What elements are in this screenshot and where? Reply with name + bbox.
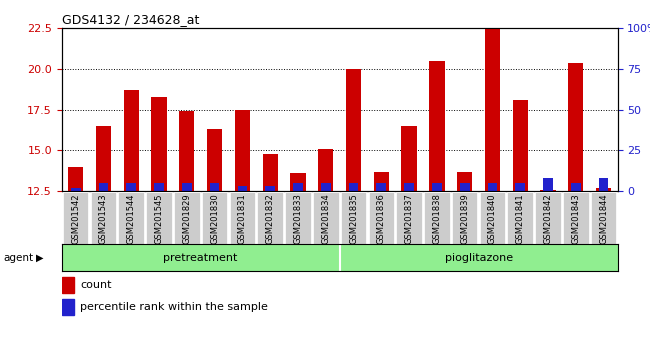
Text: GSM201841: GSM201841 bbox=[515, 193, 525, 244]
Text: GDS4132 / 234628_at: GDS4132 / 234628_at bbox=[62, 13, 199, 26]
Text: GSM201832: GSM201832 bbox=[266, 193, 275, 244]
Text: GSM201542: GSM201542 bbox=[71, 193, 80, 244]
FancyBboxPatch shape bbox=[341, 192, 367, 244]
Bar bbox=[265, 186, 275, 191]
Bar bbox=[376, 183, 386, 191]
Bar bbox=[237, 186, 247, 191]
Bar bbox=[513, 100, 528, 191]
Bar bbox=[182, 183, 192, 191]
Bar bbox=[126, 183, 136, 191]
Bar bbox=[432, 183, 442, 191]
Bar bbox=[293, 183, 303, 191]
FancyBboxPatch shape bbox=[508, 192, 533, 244]
Bar bbox=[207, 129, 222, 191]
Bar bbox=[348, 183, 358, 191]
FancyBboxPatch shape bbox=[285, 192, 311, 244]
Bar bbox=[210, 183, 220, 191]
FancyBboxPatch shape bbox=[535, 192, 561, 244]
Bar bbox=[263, 154, 278, 191]
Bar bbox=[124, 90, 139, 191]
Bar bbox=[568, 63, 584, 191]
Text: GSM201834: GSM201834 bbox=[321, 193, 330, 244]
Text: GSM201836: GSM201836 bbox=[377, 193, 386, 244]
Text: agent: agent bbox=[3, 252, 33, 263]
FancyBboxPatch shape bbox=[480, 192, 505, 244]
FancyBboxPatch shape bbox=[229, 192, 255, 244]
Text: GSM201831: GSM201831 bbox=[238, 193, 247, 244]
Bar bbox=[543, 178, 553, 191]
Text: GSM201843: GSM201843 bbox=[571, 193, 580, 244]
Bar bbox=[62, 298, 74, 315]
Text: GSM201840: GSM201840 bbox=[488, 193, 497, 244]
FancyBboxPatch shape bbox=[146, 192, 172, 244]
Text: count: count bbox=[80, 280, 112, 290]
Bar bbox=[96, 126, 111, 191]
FancyBboxPatch shape bbox=[313, 192, 339, 244]
Text: GSM201544: GSM201544 bbox=[127, 193, 136, 244]
FancyBboxPatch shape bbox=[174, 192, 200, 244]
Bar bbox=[68, 167, 83, 191]
FancyBboxPatch shape bbox=[369, 192, 394, 244]
Bar bbox=[599, 178, 608, 191]
Bar bbox=[321, 183, 331, 191]
Text: GSM201837: GSM201837 bbox=[404, 193, 413, 244]
FancyBboxPatch shape bbox=[63, 192, 88, 244]
Bar bbox=[154, 183, 164, 191]
Bar bbox=[291, 173, 306, 191]
FancyBboxPatch shape bbox=[452, 192, 478, 244]
Bar bbox=[540, 189, 556, 191]
Bar bbox=[429, 61, 445, 191]
Bar bbox=[402, 126, 417, 191]
Bar bbox=[457, 172, 473, 191]
FancyBboxPatch shape bbox=[591, 192, 616, 244]
FancyBboxPatch shape bbox=[202, 192, 228, 244]
Text: GSM201543: GSM201543 bbox=[99, 193, 108, 244]
Bar bbox=[404, 183, 414, 191]
Text: GSM201829: GSM201829 bbox=[182, 193, 191, 244]
Bar bbox=[596, 188, 611, 191]
Text: GSM201835: GSM201835 bbox=[349, 193, 358, 244]
Bar bbox=[488, 183, 497, 191]
Bar bbox=[460, 183, 469, 191]
Bar bbox=[151, 97, 166, 191]
Text: pioglitazone: pioglitazone bbox=[445, 252, 513, 263]
Text: GSM201833: GSM201833 bbox=[293, 193, 302, 244]
FancyBboxPatch shape bbox=[396, 192, 422, 244]
Bar bbox=[62, 277, 74, 293]
FancyBboxPatch shape bbox=[118, 192, 144, 244]
Bar bbox=[571, 183, 580, 191]
FancyBboxPatch shape bbox=[90, 192, 116, 244]
FancyBboxPatch shape bbox=[257, 192, 283, 244]
Bar bbox=[179, 112, 194, 191]
Bar bbox=[346, 69, 361, 191]
Bar bbox=[71, 188, 81, 191]
Bar bbox=[374, 172, 389, 191]
Text: percentile rank within the sample: percentile rank within the sample bbox=[80, 302, 268, 312]
FancyBboxPatch shape bbox=[563, 192, 589, 244]
Text: GSM201844: GSM201844 bbox=[599, 193, 608, 244]
FancyBboxPatch shape bbox=[424, 192, 450, 244]
Text: GSM201830: GSM201830 bbox=[210, 193, 219, 244]
Text: GSM201839: GSM201839 bbox=[460, 193, 469, 244]
Bar bbox=[318, 149, 333, 191]
Text: GSM201545: GSM201545 bbox=[155, 193, 164, 244]
Bar bbox=[485, 28, 500, 191]
Text: pretreatment: pretreatment bbox=[164, 252, 238, 263]
Bar bbox=[99, 183, 109, 191]
Bar bbox=[515, 183, 525, 191]
Text: ▶: ▶ bbox=[36, 252, 44, 263]
Text: GSM201838: GSM201838 bbox=[432, 193, 441, 244]
Bar bbox=[235, 110, 250, 191]
Text: GSM201842: GSM201842 bbox=[543, 193, 552, 244]
